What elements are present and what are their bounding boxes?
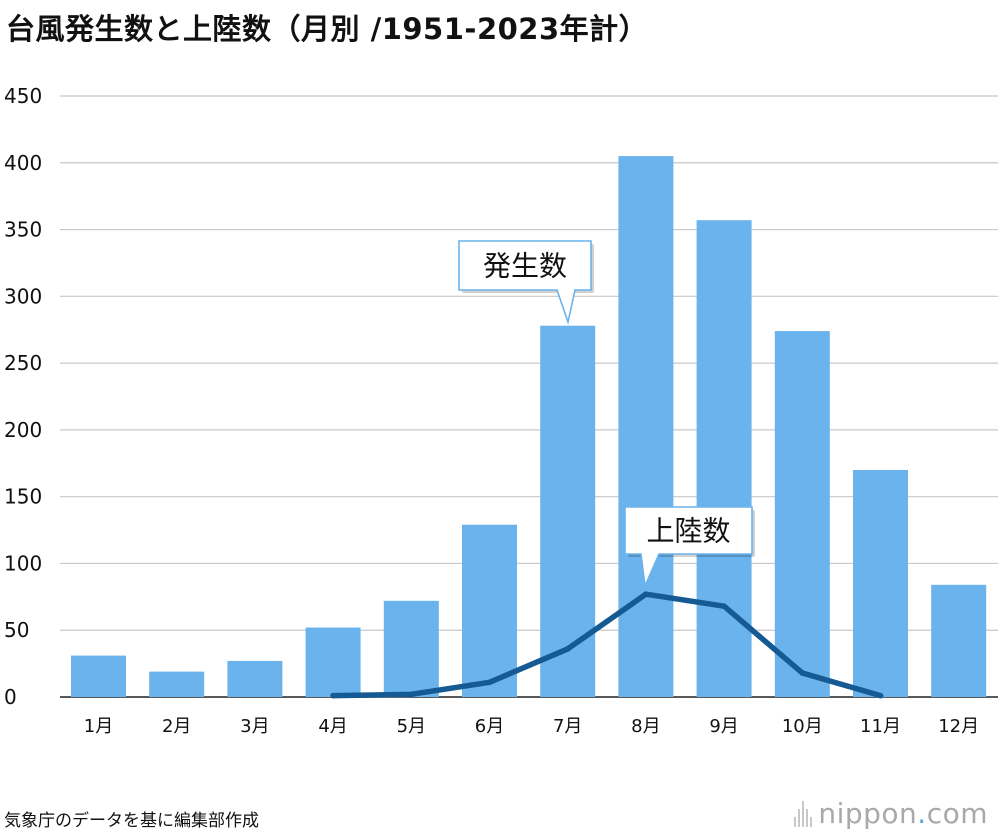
logo-mark-icon [794, 800, 813, 827]
bar [618, 156, 674, 698]
y-tick-label: 300 [4, 284, 42, 308]
x-tick-label: 7月 [553, 716, 582, 737]
bar [149, 671, 205, 697]
bar [305, 627, 361, 697]
line-point [643, 591, 649, 597]
x-tick-label: 9月 [709, 716, 738, 737]
callout-label: 上陸数 [646, 515, 730, 548]
x-axis-ticks: 1月 2月 3月 4月 5月 6月 7月 8月 9月 10月 11月 12月 [84, 716, 979, 737]
nippon-logo: nippon.com [794, 797, 988, 830]
y-tick-label: 200 [4, 418, 42, 442]
y-tick-label: 250 [4, 351, 42, 375]
callout-bar-series: 発生数 [458, 240, 594, 325]
bar [931, 584, 987, 697]
callout-label: 発生数 [483, 250, 567, 283]
y-tick-label: 450 [4, 84, 42, 108]
line-point [408, 691, 415, 698]
y-tick-label: 150 [4, 485, 42, 509]
chart-title: 台風発生数と上陸数（月別 /1951-2023年計） [6, 12, 649, 46]
line-point [799, 670, 806, 676]
y-tick-label: 400 [4, 151, 42, 175]
x-tick-label: 1月 [84, 716, 113, 737]
source-note: 気象庁のデータを基に編集部作成 [4, 811, 259, 831]
x-tick-label: 3月 [240, 716, 269, 737]
y-tick-label: 100 [4, 551, 42, 575]
bar [383, 600, 439, 697]
bar [696, 220, 752, 697]
line-point [721, 603, 727, 609]
x-tick-label: 11月 [860, 716, 901, 737]
bar [462, 524, 517, 697]
line-point [877, 692, 884, 699]
callout-line-series: 上陸数 [624, 506, 755, 589]
bar [774, 331, 830, 697]
callout-box [624, 506, 753, 589]
x-tick-label: 10月 [782, 716, 823, 737]
y-tick-label: 0 [4, 685, 17, 709]
line-point [330, 692, 336, 699]
callout-box [458, 240, 592, 325]
bar [540, 325, 596, 697]
x-tick-label: 6月 [475, 716, 504, 737]
x-tick-label: 12月 [938, 716, 979, 737]
logo-text: nippon.com [818, 797, 988, 830]
bar [71, 655, 126, 697]
y-axis-ticks: 0 50 100 150 200 250 300 350 400 450 [4, 84, 42, 709]
line-point [564, 646, 571, 652]
bar [853, 469, 908, 697]
x-tick-label: 8月 [631, 716, 660, 737]
line-path [330, 591, 884, 699]
y-tick-label: 350 [4, 218, 42, 242]
gridlines [60, 95, 998, 698]
bar [227, 660, 283, 697]
y-tick-label: 50 [4, 618, 29, 642]
x-tick-label: 5月 [397, 716, 426, 737]
bar-series [71, 156, 987, 698]
line-series [330, 591, 884, 699]
x-tick-label: 2月 [162, 716, 191, 737]
x-tick-label: 4月 [318, 716, 347, 737]
line-point [486, 679, 493, 686]
